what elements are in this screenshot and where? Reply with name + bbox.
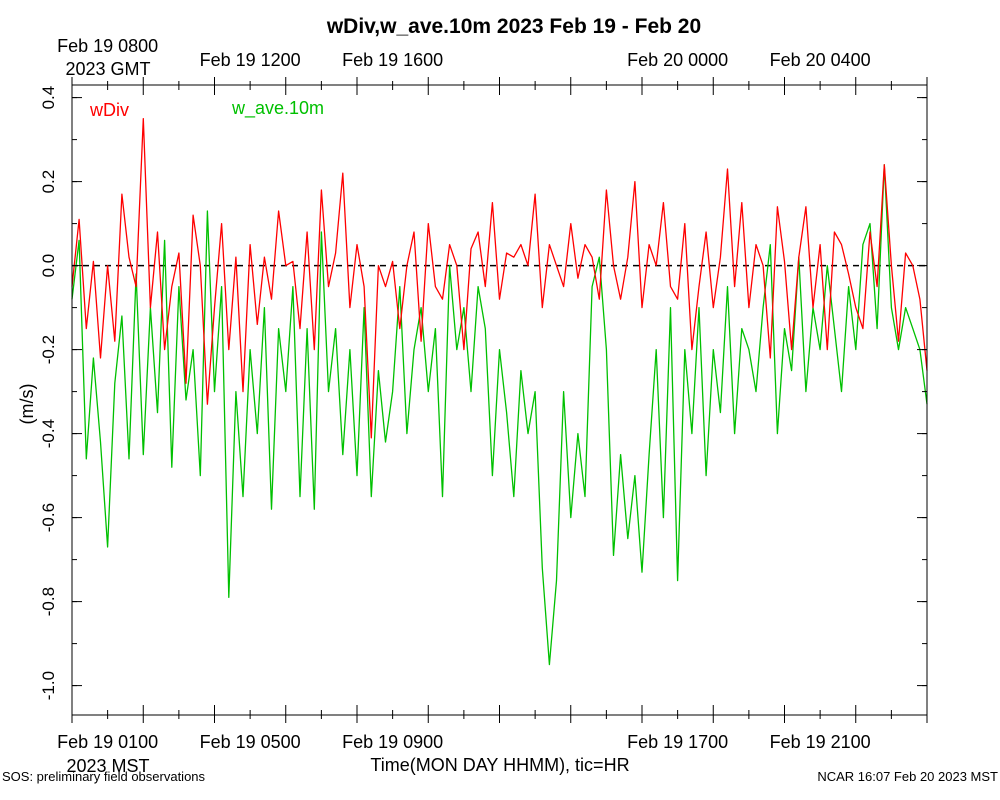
- x-tick-label-bottom: Feb 19 2100: [770, 732, 871, 752]
- x-tick-label-bottom: Feb 19 0900: [342, 732, 443, 752]
- y-tick-label: -0.6: [39, 503, 58, 532]
- y-tick-label: 0.0: [39, 254, 58, 278]
- x-tick-label-bottom: Feb 19 0500: [200, 732, 301, 752]
- series-line-wdiv: [71, 117, 928, 439]
- footer-right: NCAR 16:07 Feb 20 2023 MST: [817, 769, 998, 784]
- y-tick-label: 0.2: [39, 170, 58, 194]
- chart-title: wDiv,w_ave.10m 2023 Feb 19 - Feb 20: [326, 15, 701, 38]
- x-tick-label-top: Feb 19 1600: [342, 50, 443, 70]
- y-tick-label: -1.0: [39, 671, 58, 700]
- axes-layer: 0.4 0.2 0.0 -0.2 -0.4 -0.6 -0.8 -1.0 Feb 19 0100…: [39, 36, 928, 752]
- footer-left: SOS: preliminary field observations: [2, 769, 206, 784]
- plot-frame: [71, 84, 928, 716]
- y-tick-label: 0.4: [39, 86, 58, 110]
- x-tick-label-top: Feb 20 0000: [627, 50, 728, 70]
- legend-wdiv: wDiv: [89, 100, 129, 120]
- y-axis-label: (m/s): [17, 384, 37, 425]
- x-tick-label-top: Feb 20 0400: [770, 50, 871, 70]
- series-layer: [71, 117, 928, 666]
- x-tick-label-bottom: Feb 19 0100: [57, 732, 158, 752]
- x-tick-label-bottom: Feb 19 1700: [627, 732, 728, 752]
- y-tick-label: -0.8: [39, 587, 58, 616]
- series-line-w-ave-10m: [71, 164, 928, 666]
- y-tick-label: -0.4: [39, 419, 58, 448]
- bottom-zone-label: 2023 MST: [66, 756, 149, 776]
- legend-w-ave-10m: w_ave.10m: [231, 98, 324, 119]
- x-tick-label-top: Feb 19 0800: [57, 36, 158, 56]
- x-axis-label: Time(MON DAY HHMM), tic=HR: [370, 755, 629, 775]
- x-tick-label-top: Feb 19 1200: [200, 50, 301, 70]
- top-zone-label: 2023 GMT: [65, 59, 150, 79]
- y-tick-label: -0.2: [39, 335, 58, 364]
